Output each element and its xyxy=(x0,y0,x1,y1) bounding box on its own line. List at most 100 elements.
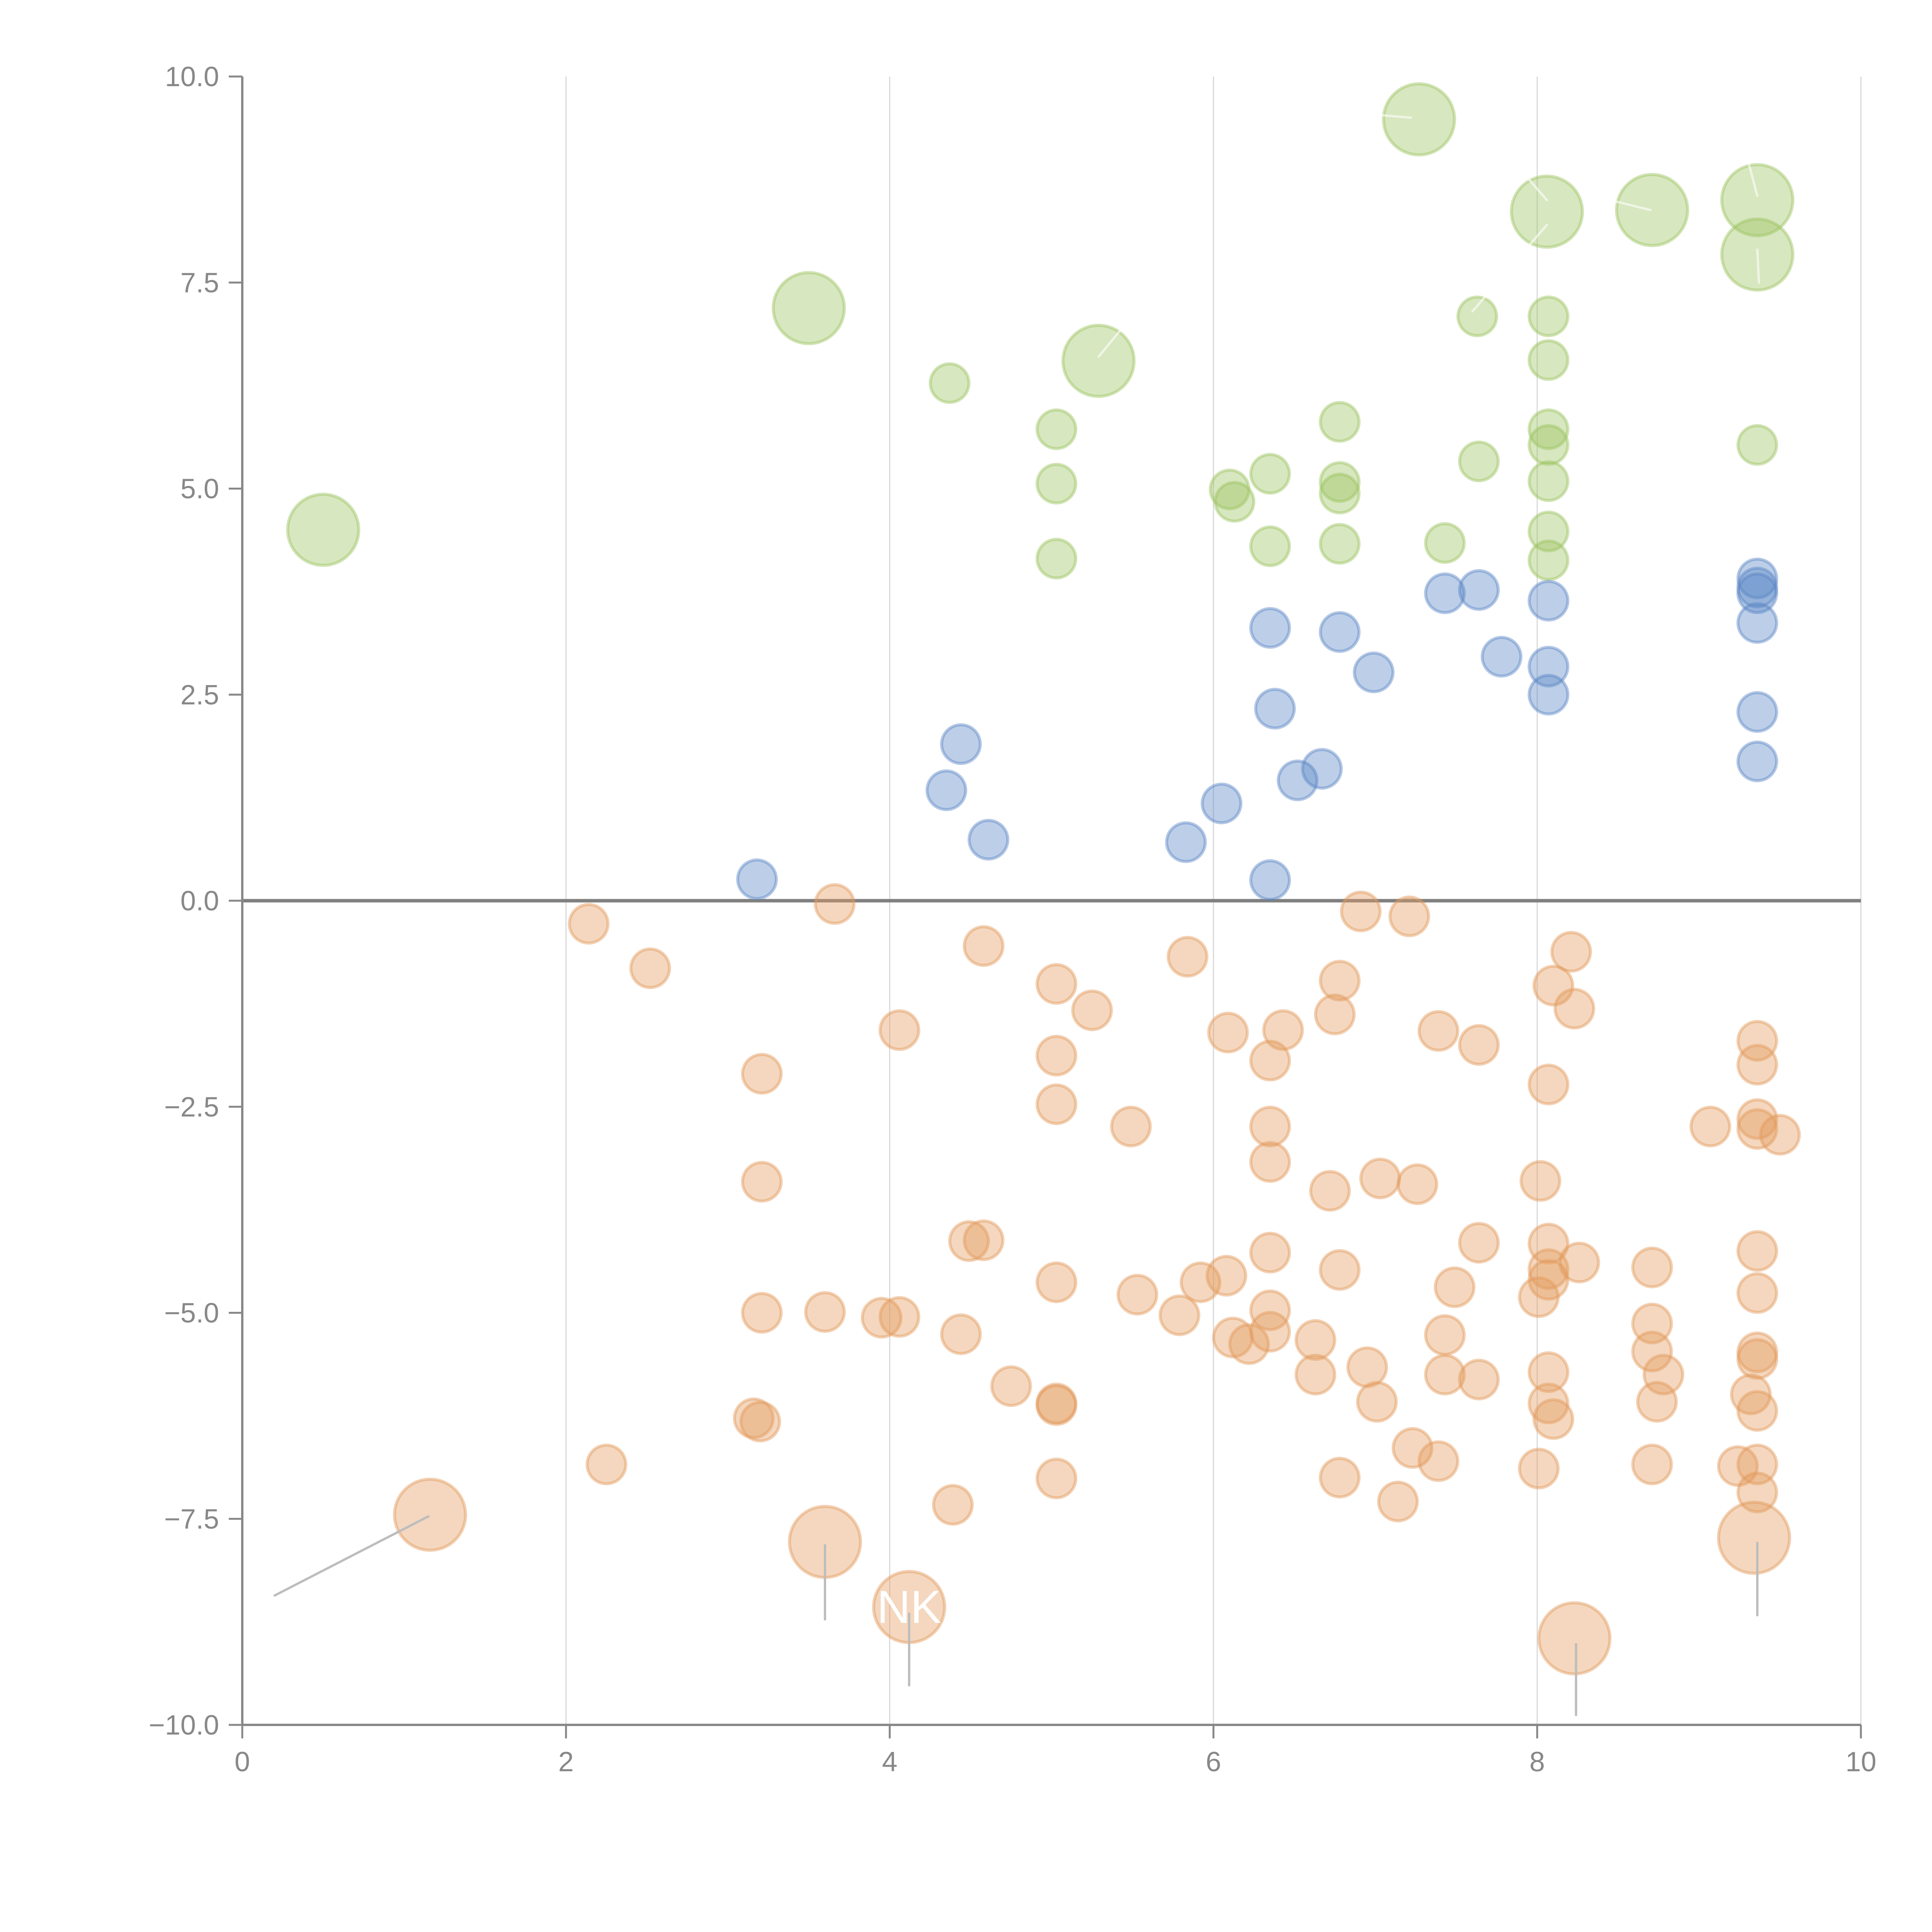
data-point-green[interactable] xyxy=(1736,424,1778,466)
data-point-green[interactable] xyxy=(1527,424,1570,466)
data-point-blue[interactable] xyxy=(1249,859,1291,901)
data-point-green[interactable] xyxy=(1382,82,1456,156)
data-point-blue[interactable] xyxy=(1424,572,1466,614)
data-point-green[interactable] xyxy=(1249,453,1291,495)
data-point-orange[interactable] xyxy=(1631,1330,1673,1372)
data-point-orange[interactable] xyxy=(1532,1398,1575,1440)
data-point-orange[interactable] xyxy=(1636,1381,1678,1423)
data-point-blue[interactable] xyxy=(1301,748,1343,790)
data-point-orange[interactable] xyxy=(1319,1249,1361,1291)
data-point-orange[interactable] xyxy=(1434,1266,1476,1308)
data-point-green[interactable] xyxy=(1319,473,1361,515)
data-point-orange[interactable] xyxy=(1340,890,1382,932)
data-point-orange[interactable] xyxy=(733,1397,775,1439)
data-point-orange[interactable] xyxy=(1736,1108,1778,1150)
data-point-blue[interactable] xyxy=(1527,580,1570,622)
data-point-green[interactable] xyxy=(1424,522,1466,564)
data-point-orange[interactable] xyxy=(1730,1373,1772,1415)
data-point-orange[interactable] xyxy=(1631,1247,1673,1289)
data-point-blue[interactable] xyxy=(925,769,968,811)
data-point-green[interactable] xyxy=(1213,481,1255,523)
data-point-orange[interactable] xyxy=(1417,1440,1459,1482)
data-point-orange[interactable] xyxy=(940,1313,982,1355)
data-point-orange[interactable] xyxy=(1736,1044,1778,1086)
data-point-orange[interactable] xyxy=(1519,1160,1561,1202)
data-point-orange[interactable] xyxy=(1036,1384,1078,1426)
data-point-orange[interactable] xyxy=(741,1053,783,1095)
data-point-blue[interactable] xyxy=(1736,602,1778,644)
data-point-blue[interactable] xyxy=(1254,688,1296,730)
data-point-orange[interactable] xyxy=(1071,989,1113,1031)
data-point-blue[interactable] xyxy=(736,858,778,900)
data-point-blue[interactable] xyxy=(968,819,1010,861)
data-point-orange[interactable] xyxy=(878,1296,920,1338)
data-point-orange[interactable] xyxy=(1249,1105,1291,1148)
data-point-orange[interactable] xyxy=(1527,1248,1570,1290)
data-point-orange[interactable] xyxy=(963,1219,1005,1261)
data-point-orange[interactable] xyxy=(1249,1141,1291,1183)
data-point-orange[interactable] xyxy=(1759,1114,1801,1156)
data-point-orange[interactable] xyxy=(1116,1274,1158,1316)
data-point-orange[interactable] xyxy=(1036,1458,1078,1500)
data-point-orange[interactable] xyxy=(629,947,671,989)
data-point-orange[interactable] xyxy=(1736,1471,1778,1514)
data-point-orange[interactable] xyxy=(1207,1012,1249,1054)
data-point-orange[interactable] xyxy=(1294,1319,1337,1361)
data-point-blue[interactable] xyxy=(1353,651,1395,694)
data-point-green[interactable] xyxy=(1527,510,1570,553)
data-point-orange[interactable] xyxy=(1036,963,1078,1005)
data-point-orange[interactable] xyxy=(1553,988,1595,1030)
data-point-green[interactable] xyxy=(772,271,846,345)
data-point-blue[interactable] xyxy=(1736,691,1778,733)
data-point-orange[interactable] xyxy=(1736,1331,1778,1373)
data-point-blue[interactable] xyxy=(1481,636,1523,678)
data-point-orange[interactable] xyxy=(1036,1035,1078,1077)
data-point-orange[interactable] xyxy=(1527,1383,1570,1425)
data-point-green[interactable] xyxy=(1510,174,1584,249)
data-point-orange[interactable] xyxy=(1631,1303,1673,1345)
data-point-orange[interactable] xyxy=(1736,1272,1778,1314)
data-point-orange[interactable] xyxy=(1356,1381,1398,1423)
data-point-orange[interactable] xyxy=(1550,931,1592,973)
data-point-blue[interactable] xyxy=(1736,572,1778,614)
data-point-orange[interactable] xyxy=(1359,1157,1401,1199)
data-point-blue[interactable] xyxy=(1249,607,1291,649)
data-point-orange[interactable] xyxy=(585,1443,628,1485)
data-point-blue[interactable] xyxy=(1458,569,1500,611)
data-point-orange[interactable] xyxy=(1527,1259,1570,1301)
data-point-orange[interactable] xyxy=(1736,1338,1778,1380)
data-point-orange[interactable] xyxy=(1518,1447,1560,1490)
data-point-orange[interactable] xyxy=(1532,964,1575,1007)
data-point-green[interactable] xyxy=(1527,339,1570,381)
data-point-orange[interactable] xyxy=(1717,1500,1791,1575)
data-point-orange[interactable] xyxy=(948,1220,990,1262)
data-point-orange[interactable] xyxy=(1314,993,1356,1036)
data-point-orange[interactable] xyxy=(1179,1261,1221,1303)
data-point-orange[interactable] xyxy=(1158,1294,1201,1336)
data-point-orange[interactable] xyxy=(1527,1351,1570,1393)
data-point-orange[interactable] xyxy=(1249,1311,1291,1353)
data-point-orange[interactable] xyxy=(1388,895,1430,937)
data-point-green[interactable] xyxy=(929,362,971,404)
data-point-blue[interactable] xyxy=(1527,646,1570,688)
data-point-orange[interactable] xyxy=(1228,1323,1270,1365)
data-point-orange[interactable] xyxy=(1396,1163,1439,1205)
data-point-green[interactable] xyxy=(1036,408,1078,450)
data-point-blue[interactable] xyxy=(940,723,982,765)
data-point-blue[interactable] xyxy=(1277,759,1319,801)
data-point-orange[interactable] xyxy=(1527,1223,1570,1265)
data-point-orange[interactable] xyxy=(1417,1010,1459,1052)
data-point-green[interactable] xyxy=(1458,440,1500,483)
data-point-green[interactable] xyxy=(1036,537,1078,580)
data-point-green[interactable] xyxy=(1527,295,1570,337)
data-point-orange[interactable] xyxy=(1205,1255,1247,1297)
data-point-orange[interactable] xyxy=(393,1478,467,1552)
data-point-blue[interactable] xyxy=(1527,673,1570,716)
data-point-orange[interactable] xyxy=(1527,1063,1570,1105)
data-point-orange[interactable] xyxy=(932,1484,974,1526)
data-point-green[interactable] xyxy=(1615,173,1689,247)
data-point-orange[interactable] xyxy=(1249,1231,1291,1274)
data-point-orange[interactable] xyxy=(1294,1354,1337,1396)
data-point-green[interactable] xyxy=(1319,523,1361,565)
data-point-orange[interactable] xyxy=(1736,1230,1778,1272)
